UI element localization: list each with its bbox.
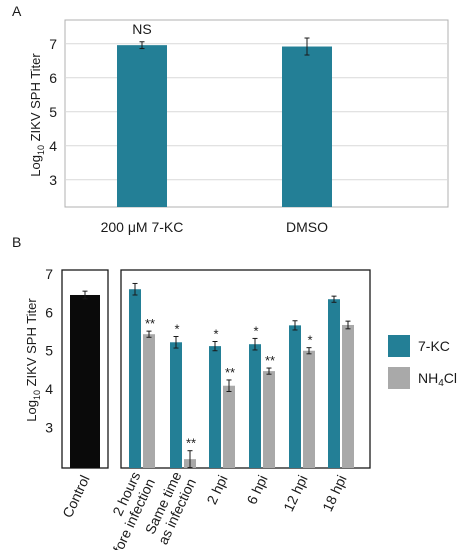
chart-a-y-tick-label: 3 — [49, 172, 57, 188]
chart-b-x-tick-label-line: 12 hpi — [280, 473, 311, 514]
chart-b-x-tick-label-line: 6 hpi — [243, 473, 270, 507]
chart-b-bar-7kc — [170, 342, 182, 468]
chart-a-bar — [117, 45, 167, 207]
chart-b-y-tick-label: 6 — [45, 304, 53, 320]
chart-b-bar-7kc — [249, 344, 261, 468]
chart-b-significance-mark: ** — [145, 316, 155, 331]
panel-a-letter: A — [12, 3, 22, 19]
chart-b-treatment-frame — [120, 269, 371, 469]
chart-a-frame — [64, 19, 449, 208]
chart-b-x-tick-label: 18 hpi — [319, 473, 350, 514]
chart-b-bar-nh4cl — [143, 334, 155, 468]
chart-b-control-bar — [70, 294, 100, 468]
chart-b-x-tick-label: 2 hoursbefore infection — [89, 469, 158, 550]
chart-b-x-tick-label: 2 hpi — [203, 473, 230, 507]
chart-b-significance-mark: ** — [265, 353, 275, 368]
chart-a-y-tick-label: 7 — [49, 36, 57, 52]
chart-a-y-tick-label: 4 — [49, 138, 57, 154]
chart-b-significance-mark: ** — [186, 436, 196, 451]
chart-b-significance-mark: ** — [225, 365, 235, 380]
chart-b-y-tick-label: 4 — [45, 381, 53, 397]
chart-b-bar-7kc — [129, 289, 141, 468]
panel-b-letter: B — [12, 234, 21, 250]
chart-b-significance-mark: * — [213, 327, 218, 342]
chart-b-bar-nh4cl — [223, 385, 235, 468]
chart-b-y-tick-label: 7 — [45, 266, 53, 282]
chart-b-y-tick-label: 3 — [45, 420, 53, 436]
chart-b-significance-mark: * — [174, 322, 179, 337]
chart-b-x-tick-label: 12 hpi — [280, 473, 311, 514]
chart-a-x-tick-label: 200 μM 7-KC — [101, 219, 184, 235]
chart-b-x-tick-label-line: 18 hpi — [319, 473, 350, 514]
legend-swatch-7kc — [388, 335, 410, 357]
chart-b-significance-mark: * — [307, 333, 312, 348]
chart-a-y-tick-label: 6 — [49, 70, 57, 86]
chart-b-bar-7kc — [328, 299, 340, 468]
chart-b-x-tick-label: 6 hpi — [243, 473, 270, 507]
chart-b-legend: 7-KC NH4Cl — [388, 335, 457, 389]
chart-b-bar-nh4cl — [263, 371, 275, 468]
chart-b-y-axis-label: Log10 ZIKV SPH Titer — [24, 298, 42, 422]
chart-a: 3 4 5 6 7 NS 200 μM 7-KC DMSO Log10 ZIKV SPH … — [28, 19, 449, 235]
chart-b-x-tick-label-line: 2 hpi — [203, 473, 230, 507]
chart-b-bar-nh4cl — [303, 350, 315, 468]
chart-b-x-tick-label: Control — [59, 473, 93, 521]
chart-b-y-tick-label: 5 — [45, 343, 53, 359]
legend-swatch-nh4cl — [388, 367, 410, 389]
chart-b-bar-7kc — [209, 346, 221, 468]
chart-b-significance-mark: * — [253, 323, 258, 338]
legend-label-nh4cl: NH4Cl — [418, 370, 457, 389]
legend-label-7kc: 7-KC — [418, 338, 450, 354]
chart-a-x-tick-label: DMSO — [286, 219, 328, 235]
chart-a-annotation: NS — [132, 21, 151, 37]
chart-a-bar — [282, 46, 332, 207]
chart-b-bar-7kc — [289, 325, 301, 468]
chart-a-y-axis-label: Log10 ZIKV SPH Titer — [28, 53, 46, 177]
chart-b-bar-nh4cl — [342, 324, 354, 468]
chart-a-y-tick-label: 5 — [49, 104, 57, 120]
